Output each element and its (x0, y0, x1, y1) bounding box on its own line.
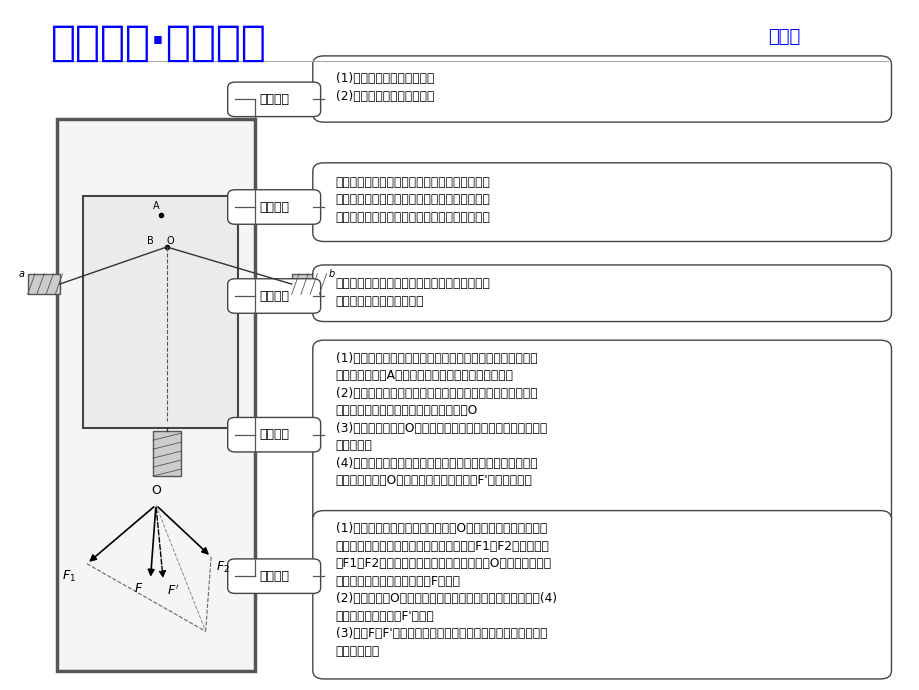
FancyBboxPatch shape (228, 417, 321, 452)
Text: $F_1$: $F_1$ (62, 569, 75, 584)
FancyBboxPatch shape (28, 274, 60, 295)
Text: 互成角度的两个力与一个力产生相同的效果，看
它们用平行四边形定则求出的合力与这一个力是
否在实验误差允许范围内相等，即等效替代思想: 互成角度的两个力与一个力产生相同的效果，看 它们用平行四边形定则求出的合力与这一… (335, 176, 490, 224)
Text: 木板、白纸、图钉若干、橡皮条、细绳、弹簧测
力计两个、三角板、刻度尺: 木板、白纸、图钉若干、橡皮条、细绳、弹簧测 力计两个、三角板、刻度尺 (335, 277, 490, 308)
Text: O: O (166, 235, 175, 246)
Text: (1)用铅笔和刻度尺从结点的投影点O沿两条细绳方向画直线，
按选定的标度作出这两个弹簧测力计的拉力F1和F2的图示，并
以F1和F2为邻边用刻度尺作平行四边形，: (1)用铅笔和刻度尺从结点的投影点O沿两条细绳方向画直线， 按选定的标度作出这两… (335, 522, 556, 658)
Text: $F$: $F$ (133, 582, 142, 595)
Text: 实验目的: 实验目的 (259, 93, 289, 106)
FancyBboxPatch shape (312, 511, 891, 679)
FancyBboxPatch shape (312, 163, 891, 242)
Text: 夯基础: 夯基础 (767, 28, 800, 46)
Text: B: B (147, 235, 153, 246)
FancyBboxPatch shape (83, 196, 238, 428)
Text: 实验器材: 实验器材 (259, 290, 289, 302)
Text: A: A (153, 201, 159, 211)
Text: 实验基础·理解落实: 实验基础·理解落实 (51, 22, 267, 64)
FancyBboxPatch shape (57, 119, 255, 671)
FancyBboxPatch shape (228, 279, 321, 313)
Text: b: b (328, 268, 335, 279)
Text: O: O (151, 484, 161, 497)
FancyBboxPatch shape (291, 274, 323, 295)
Text: a: a (18, 268, 25, 279)
FancyBboxPatch shape (312, 56, 891, 122)
Text: $F_2$: $F_2$ (215, 560, 229, 575)
Text: 实验步骤: 实验步骤 (259, 428, 289, 441)
FancyBboxPatch shape (228, 190, 321, 224)
FancyBboxPatch shape (228, 82, 321, 117)
FancyBboxPatch shape (312, 340, 891, 528)
Text: $F'$: $F'$ (167, 584, 179, 598)
FancyBboxPatch shape (228, 559, 321, 593)
Text: 实验原理: 实验原理 (259, 201, 289, 213)
Text: (1)用图钉把白纸钉在水平桌面上的木板上，再用图钉把橡皮
条的一端固定在A点，橡皮条的另一端系上两个细绳套
(2)用两个弹簧测力计分别钩拉两个细绳套，互成角度地: (1)用图钉把白纸钉在水平桌面上的木板上，再用图钉把橡皮 条的一端固定在A点，橡… (335, 352, 547, 487)
Text: (1)验证力的平行四边形定则
(2)理解等效替代思想的应用: (1)验证力的平行四边形定则 (2)理解等效替代思想的应用 (335, 72, 434, 103)
FancyBboxPatch shape (312, 265, 891, 322)
Text: 数据处理: 数据处理 (259, 570, 289, 582)
FancyBboxPatch shape (153, 431, 180, 476)
